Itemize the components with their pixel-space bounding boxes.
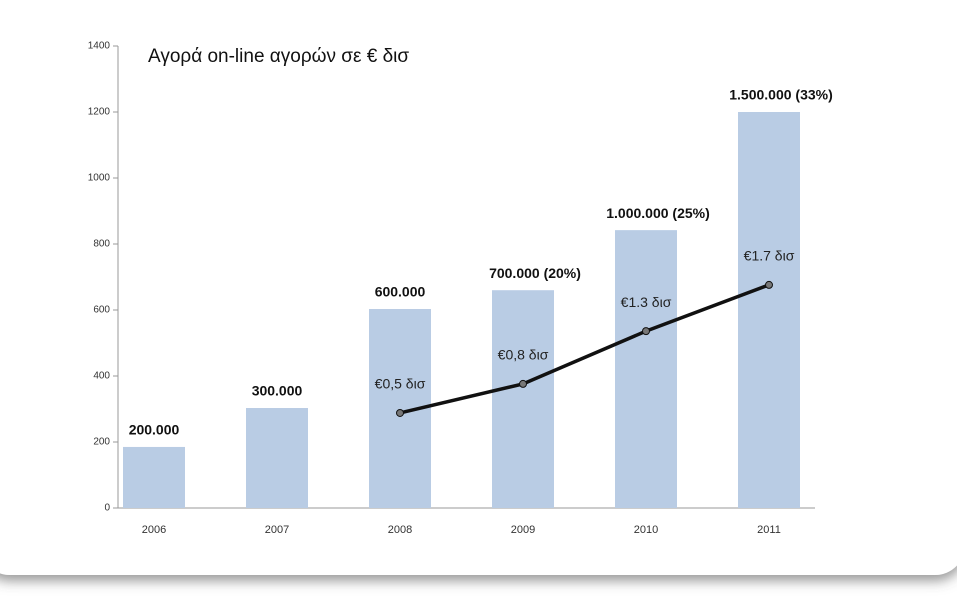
- line-annotation: €1.3 δισ: [621, 294, 672, 310]
- chart-title: Αγορά on-line αγορών σε € δισ: [148, 46, 409, 67]
- y-tick-label: 1000: [88, 173, 111, 184]
- y-tick-label: 0: [104, 503, 110, 514]
- x-tick-label: 2010: [634, 524, 658, 536]
- bar: [492, 290, 554, 508]
- x-tick-label: 2008: [388, 524, 412, 536]
- y-tick-label: 600: [93, 305, 110, 316]
- bar-annotation: 700.000 (20%): [489, 265, 581, 281]
- frame: [0, 0, 957, 575]
- bar: [246, 408, 308, 508]
- line-annotation: €0,5 δισ: [375, 376, 426, 392]
- y-tick-label: 800: [93, 239, 110, 250]
- x-tick-label: 2007: [265, 524, 289, 536]
- bar-annotation: 1.500.000 (33%): [729, 87, 833, 103]
- y-tick-label: 400: [93, 371, 110, 382]
- y-tick-label: 200: [93, 437, 110, 448]
- bar-annotation: 300.000: [252, 383, 303, 399]
- line-point: [396, 408, 404, 417]
- bar: [615, 230, 677, 508]
- x-tick-label: 2009: [511, 524, 535, 536]
- line-point: [765, 280, 773, 289]
- bar: [738, 112, 800, 508]
- line-point: [519, 379, 527, 388]
- bar: [123, 446, 185, 508]
- line-annotation: €1.7 δισ: [744, 248, 795, 264]
- line-point: [642, 327, 650, 336]
- bar-annotation: 600.000: [375, 284, 426, 300]
- bar-annotation: 200.000: [129, 422, 180, 438]
- x-tick-label: 2006: [142, 524, 166, 536]
- y-tick-label: 1400: [88, 41, 111, 52]
- x-tick-label: 2011: [757, 524, 781, 536]
- line-annotation: €0,8 δισ: [498, 347, 549, 363]
- bar-annotation: 1.000.000 (25%): [606, 205, 710, 221]
- y-tick-label: 1200: [88, 107, 111, 118]
- line: [399, 283, 770, 415]
